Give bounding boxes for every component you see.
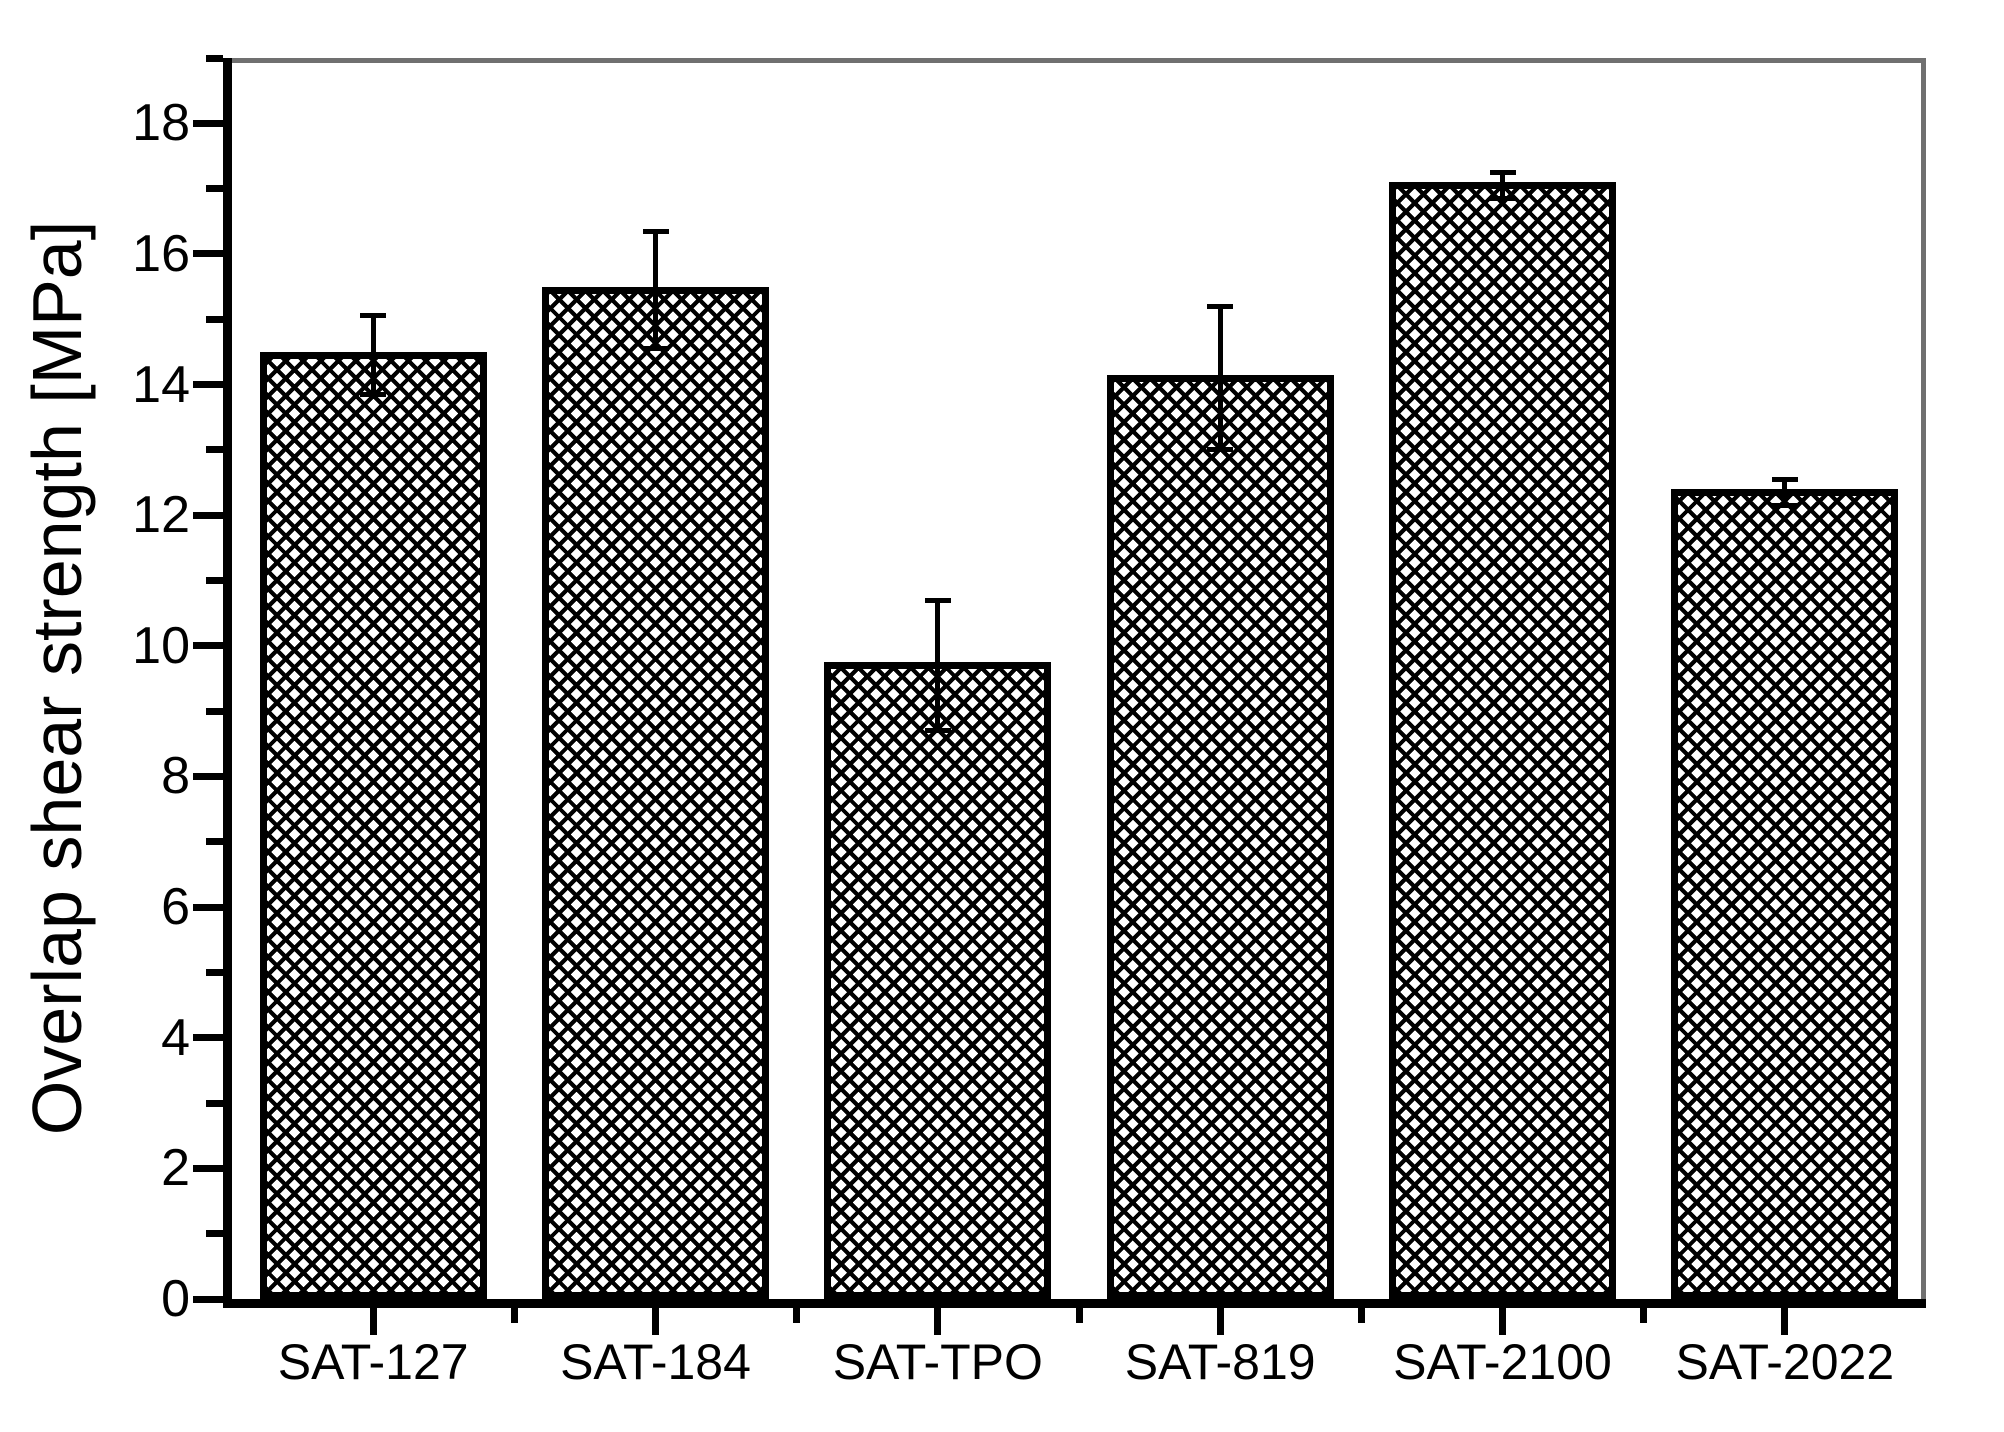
x-tick-label: SAT-2022 — [1675, 1334, 1895, 1390]
x-minor-tick — [1357, 1308, 1365, 1323]
x-tick-label: SAT-127 — [277, 1334, 469, 1390]
x-tick-label: SAT-2100 — [1393, 1334, 1612, 1390]
x-major-tick — [934, 1308, 942, 1335]
y-tick-label: 6 — [161, 878, 190, 937]
error-bar-cap-top — [1489, 169, 1516, 175]
y-tick-label: 0 — [161, 1270, 190, 1328]
x-major-tick — [1216, 1308, 1224, 1335]
y-minor-tick — [206, 1099, 223, 1107]
y-minor-tick — [206, 577, 223, 585]
plot-frame-right — [1921, 58, 1926, 1299]
error-bar-line — [370, 315, 376, 395]
y-minor-tick — [206, 315, 223, 323]
y-tick-label: 8 — [161, 747, 190, 806]
x-tick-label: SAT-184 — [560, 1334, 751, 1390]
x-major-tick — [652, 1308, 659, 1335]
error-bar-cap-bottom — [924, 728, 951, 734]
y-major-tick — [193, 119, 223, 127]
y-minor-tick — [206, 968, 223, 976]
y-major-tick — [193, 381, 223, 389]
y-tick-label: 16 — [132, 224, 190, 283]
x-minor-tick — [793, 1308, 801, 1323]
x-minor-tick — [1075, 1308, 1083, 1323]
error-bar-cap-top — [924, 597, 951, 603]
error-bar-cap-bottom — [360, 391, 387, 397]
plot-area: 0 2 4 6 8 10 12 14 16 18 SAT-127 SAT-184 SAT-TPO SAT-… — [132, 54, 1926, 1390]
x-minor-tick — [510, 1308, 518, 1323]
error-bar-cap-bottom — [1771, 502, 1798, 508]
y-axis-title: Overlap shear strength [MPa] — [18, 220, 96, 1136]
y-major-tick — [193, 903, 223, 911]
y-major-tick — [193, 511, 223, 519]
y-minor-tick — [206, 838, 223, 846]
y-minor-tick — [206, 1230, 223, 1238]
y-major-tick — [193, 772, 223, 780]
y-major-tick — [193, 642, 223, 650]
error-bar-line — [1782, 479, 1788, 506]
error-bar-cap-bottom — [1489, 195, 1516, 201]
error-bar-line — [1500, 172, 1505, 199]
error-bar-cap-top — [642, 228, 669, 234]
error-bar-cap-bottom — [642, 346, 669, 352]
x-major-tick — [1781, 1308, 1789, 1335]
y-major-tick — [193, 1034, 223, 1042]
error-bar-cap-top — [1771, 476, 1798, 482]
error-bar-line — [653, 231, 658, 349]
y-tick-label: 2 — [161, 1139, 190, 1198]
bar-sat-2100 — [1389, 182, 1616, 1299]
plot-frame-top — [223, 58, 1926, 63]
y-minor-tick — [206, 446, 223, 454]
bar-sat-2022 — [1671, 489, 1899, 1299]
bar-sat-127 — [259, 352, 487, 1299]
x-major-tick — [369, 1308, 377, 1335]
bar-sat-819 — [1106, 375, 1334, 1299]
error-bar-cap-bottom — [1207, 447, 1234, 453]
y-major-tick — [193, 1164, 223, 1172]
x-tick-label: SAT-TPO — [832, 1334, 1043, 1390]
error-bar-cap-top — [360, 313, 387, 319]
error-bar-line — [1217, 306, 1223, 450]
y-tick-label: 18 — [132, 94, 190, 153]
error-bar-line — [935, 600, 941, 731]
y-tick-label: 10 — [132, 616, 190, 675]
y-major-tick — [193, 250, 223, 258]
x-axis-line — [223, 1299, 1926, 1308]
y-minor-tick — [206, 185, 223, 193]
bar-sat-184 — [542, 286, 769, 1299]
y-axis-line — [223, 58, 232, 1299]
x-major-tick — [1499, 1308, 1506, 1335]
y-tick-label: 4 — [161, 1008, 190, 1067]
x-minor-tick — [1640, 1308, 1648, 1323]
x-tick-label: SAT-819 — [1124, 1334, 1316, 1390]
y-tick-label: 14 — [132, 355, 190, 414]
y-minor-tick — [206, 54, 223, 62]
bar-sat-tpo — [824, 662, 1052, 1299]
y-tick-label: 12 — [132, 486, 190, 545]
y-minor-tick — [206, 707, 223, 715]
error-bar-cap-top — [1207, 303, 1234, 309]
y-major-tick — [193, 1295, 223, 1303]
